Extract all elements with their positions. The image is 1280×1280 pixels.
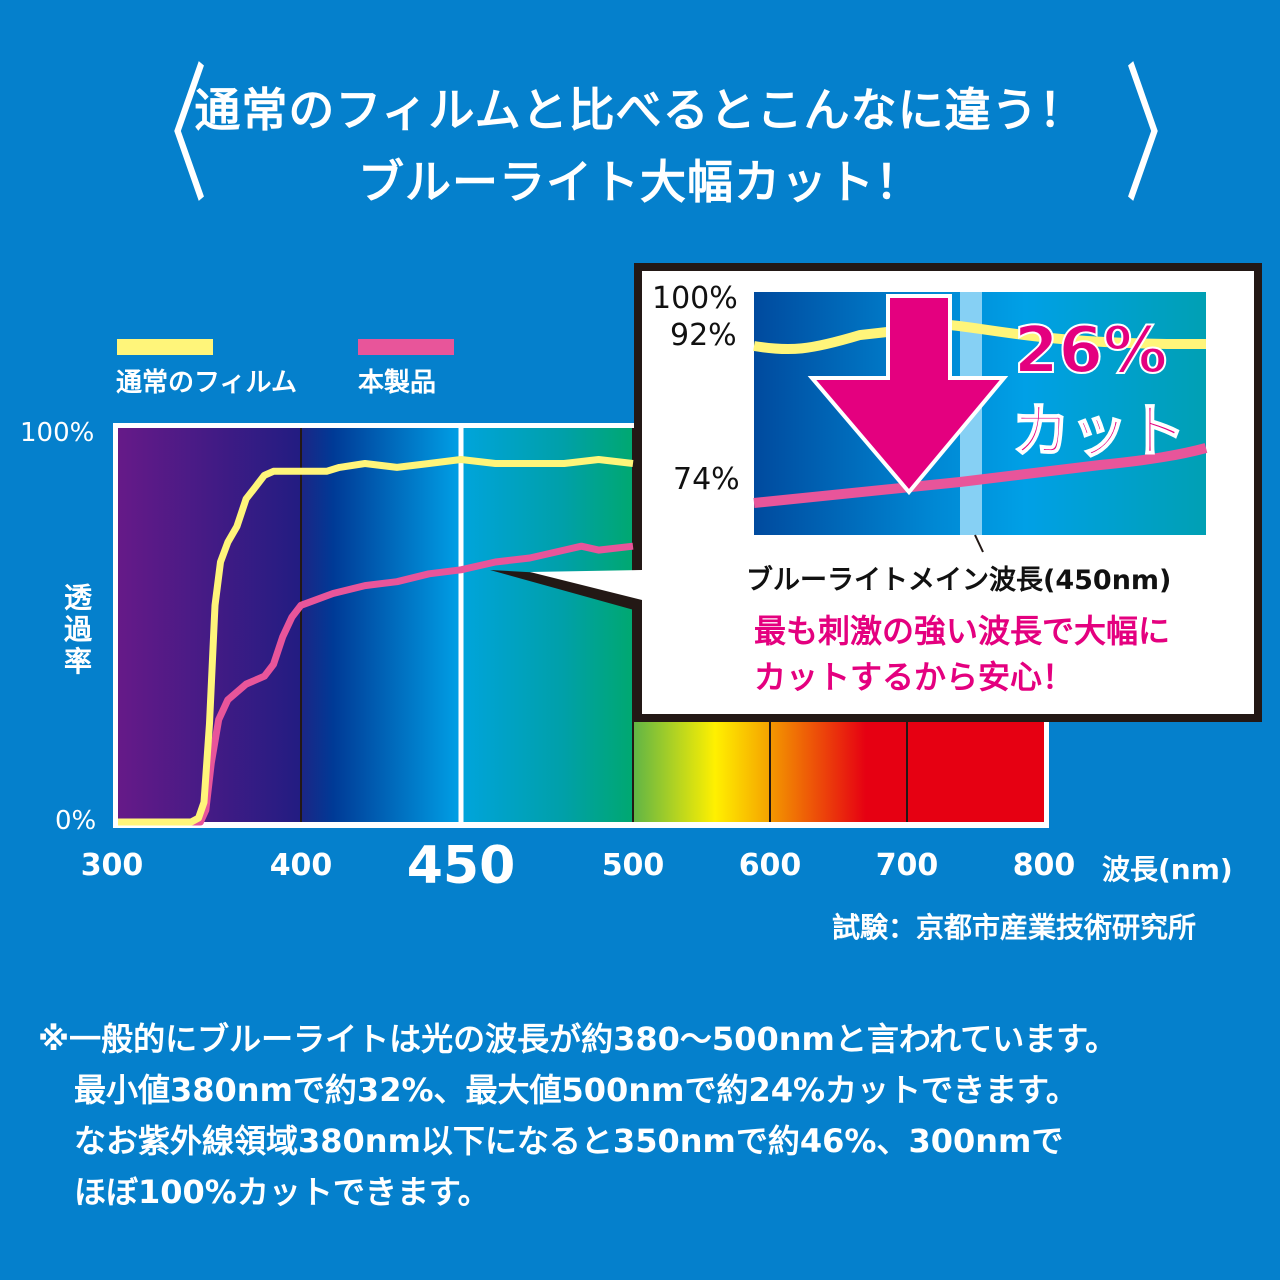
left-bracket: 〈 [125, 50, 209, 224]
x-axis-label: 波長(nm) [1102, 853, 1233, 886]
x-tick-600: 600 [738, 848, 802, 883]
zoom-y-92: 92% [670, 318, 737, 353]
cut-word: カット [1011, 396, 1187, 466]
zoom-normal-film-line [753, 319, 1207, 355]
callout-zoom-chart [753, 292, 1208, 553]
down-arrow-icon [807, 294, 1009, 496]
note-line-4: ほぼ100%カットできます。 [74, 1173, 490, 1211]
x-tick-450: 450 [406, 836, 516, 896]
spectrum-band [301, 428, 461, 822]
y-tick-100: 100% [20, 418, 95, 448]
series-line-product [118, 542, 634, 826]
test-source: 試験：京都市産業技術研究所 [832, 911, 1197, 944]
right-bracket: 〉 [1123, 50, 1207, 224]
x-tick-400: 400 [269, 848, 333, 883]
cut-percent: 26% [1013, 313, 1168, 389]
x-tick-800: 800 [1012, 848, 1076, 883]
legend-label-normal-film: 通常のフィルム [116, 368, 297, 398]
headline-line1: 通常のフィルムと比べるとこんなに違う！ [194, 83, 1086, 137]
y-tick-0: 0% [55, 806, 97, 836]
legend-label-product: 本製品 [358, 368, 437, 398]
zoom-product-line [753, 443, 1208, 508]
zoom-y-100: 100% [652, 281, 738, 316]
note-line-3: なお紫外線領域380nm以下になると350nmで約46%、300nmで [74, 1122, 1064, 1160]
zoom-y-74: 74% [673, 462, 740, 497]
pointer-line [974, 534, 984, 553]
legend-swatch-normal-film [117, 339, 213, 355]
callout-message-1: 最も刺激の強い波長で大幅に [754, 612, 1171, 650]
callout-message-2: カットするから安心！ [754, 658, 1075, 696]
x-tick-700: 700 [875, 848, 939, 883]
x-tick-500: 500 [601, 848, 665, 883]
headline-line2: ブルーライト大幅カット！ [358, 155, 922, 209]
legend-swatch-product [358, 339, 454, 355]
y-axis-label: 透過率 [64, 581, 93, 678]
x-tick-300: 300 [80, 848, 144, 883]
note-line-1: ※一般的にブルーライトは光の波長が約380〜500nmと言われています。 [38, 1020, 1118, 1058]
note-line-2: 最小値380nmで約32%、最大値500nmで約24%カットできます。 [74, 1071, 1078, 1109]
pointer-label: ブルーライトメイン波長(450nm) [746, 565, 1172, 596]
series-line-normal-film [118, 456, 634, 826]
spectrum-band [461, 428, 633, 822]
